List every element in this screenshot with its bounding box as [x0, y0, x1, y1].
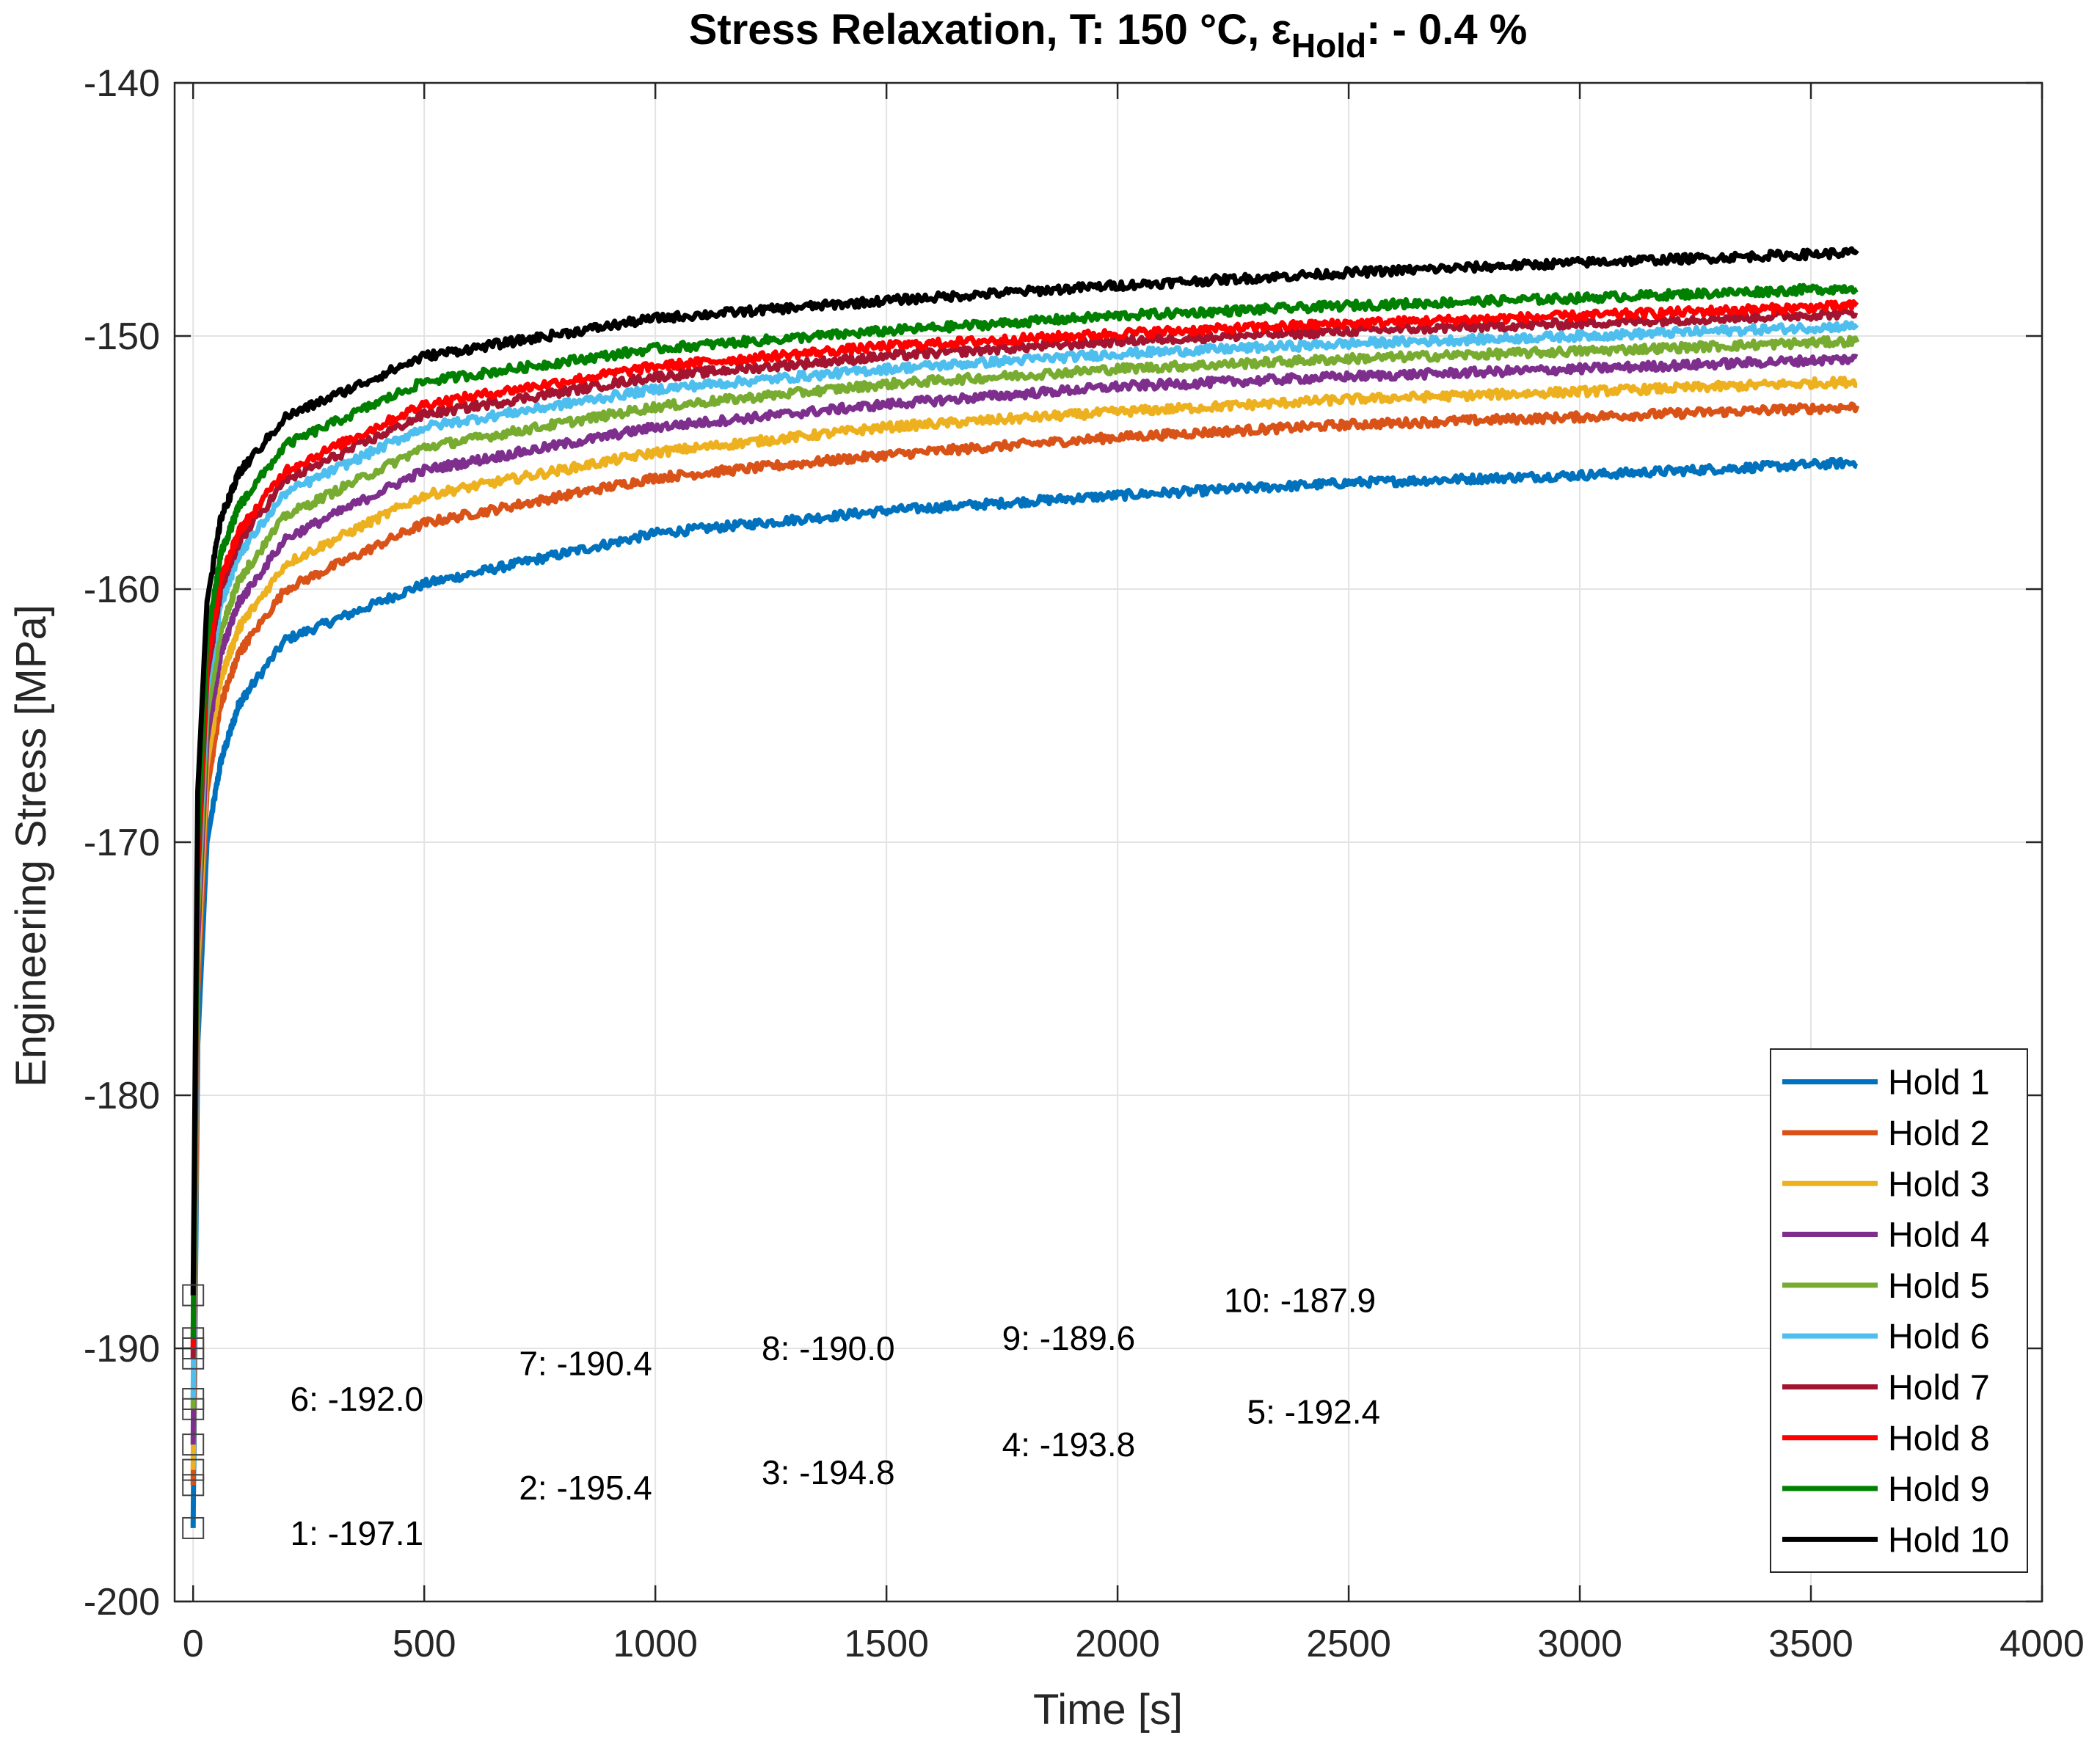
start-marker-hold-3 — [182, 1458, 205, 1481]
x-tick-label-1: 500 — [393, 1623, 456, 1665]
series-line-hold-9 — [190, 282, 1859, 1339]
series-line-hold-3 — [190, 376, 1858, 1470]
start-marker-hold-10 — [182, 1284, 205, 1307]
x-tick-label-5: 2500 — [1306, 1623, 1391, 1665]
series-line-hold-10 — [190, 246, 1859, 1296]
series-line-hold-2 — [190, 401, 1860, 1486]
series-layer — [190, 246, 1860, 1528]
x-tick-label-3: 1500 — [844, 1623, 929, 1665]
y-axis-label: Engineering Stress [MPa] — [7, 604, 55, 1087]
x-tick-label-6: 3000 — [1537, 1623, 1622, 1665]
start-value-annotation-3: 3: -194.8 — [762, 1453, 895, 1491]
x-tick-label-8: 4000 — [1999, 1623, 2085, 1665]
legend-label-hold-3: Hold 3 — [1888, 1165, 1990, 1204]
start-value-annotation-2: 2: -195.4 — [519, 1469, 652, 1507]
legend-label-hold-8: Hold 8 — [1888, 1420, 1990, 1458]
x-tick-label-4: 2000 — [1075, 1623, 1160, 1665]
chart-title-epsilon: ε — [1271, 6, 1291, 54]
series-line-hold-8 — [190, 299, 1859, 1349]
start-value-annotation-4: 4: -193.8 — [1002, 1425, 1136, 1464]
series-line-hold-1 — [190, 456, 1859, 1528]
y-tick-label-0: -200 — [84, 1581, 160, 1623]
legend-label-hold-10: Hold 10 — [1888, 1521, 2009, 1560]
y-tick-label-4: -160 — [84, 569, 160, 611]
legend-label-hold-1: Hold 1 — [1888, 1064, 1990, 1103]
x-tick-label-7: 3500 — [1768, 1623, 1853, 1665]
legend-label-hold-7: Hold 7 — [1888, 1368, 1990, 1407]
legend: Hold 1 Hold 2 Hold 3 Hold 4 Hold 5 Hold 6 Hold… — [1770, 1048, 2028, 1573]
series-line-hold-5 — [190, 335, 1860, 1409]
x-tick-label-0: 0 — [183, 1623, 204, 1665]
legend-label-hold-4: Hold 4 — [1888, 1216, 1990, 1255]
start-value-annotation-6: 6: -192.0 — [290, 1380, 423, 1418]
start-value-annotation-9: 9: -189.6 — [1002, 1319, 1136, 1357]
series-line-hold-7 — [190, 307, 1859, 1359]
y-tick-label-5: -150 — [84, 315, 160, 358]
start-value-annotation-5: 5: -192.4 — [1247, 1392, 1380, 1431]
y-tick-label-1: -190 — [84, 1328, 160, 1370]
start-marker-hold-4 — [182, 1433, 205, 1456]
start-value-annotation-10: 10: -187.9 — [1224, 1281, 1376, 1319]
y-tick-label-3: -170 — [84, 822, 160, 864]
chart-title-main: Stress Relaxation, T: 150 °C, — [689, 6, 1272, 54]
legend-label-hold-6: Hold 6 — [1888, 1318, 1990, 1356]
legend-label-hold-2: Hold 2 — [1888, 1114, 1990, 1153]
chart-title: Stress Relaxation, T: 150 °C, εHold: - 0… — [689, 6, 1528, 65]
legend-label-hold-5: Hold 5 — [1888, 1267, 1990, 1306]
annotation-layer: 1: -197.1 2: -195.4 3: -194.8 4: -193.8 5: -… — [290, 1281, 1380, 1552]
start-value-annotation-1: 1: -197.1 — [290, 1514, 423, 1552]
start-marker-hold-6 — [182, 1388, 205, 1410]
y-tick-label-2: -180 — [84, 1075, 160, 1117]
legend-label-hold-9: Hold 9 — [1888, 1470, 1990, 1509]
x-tick-label-2: 1000 — [613, 1623, 698, 1665]
start-marker-hold-2 — [182, 1474, 205, 1497]
series-line-hold-4 — [190, 354, 1859, 1445]
start-marker-hold-1 — [182, 1516, 205, 1539]
start-value-annotation-8: 8: -190.0 — [762, 1329, 895, 1367]
start-marker-hold-9 — [182, 1327, 205, 1350]
x-axis-label: Time [s] — [1033, 1686, 1183, 1734]
start-value-annotation-7: 7: -190.4 — [519, 1345, 652, 1383]
chart-title-subscript: Hold — [1291, 26, 1366, 65]
series-line-hold-6 — [190, 320, 1859, 1400]
legend-box — [1770, 1048, 2028, 1573]
y-tick-label-6: -140 — [84, 62, 160, 105]
chart-title-tail: : - 0.4 % — [1366, 6, 1527, 54]
start-marker-layer — [182, 1284, 205, 1539]
axes-layer: 0 500 1000 1500 2000 2500 3000 3500 4000 -200 -190… — [84, 62, 2085, 1665]
